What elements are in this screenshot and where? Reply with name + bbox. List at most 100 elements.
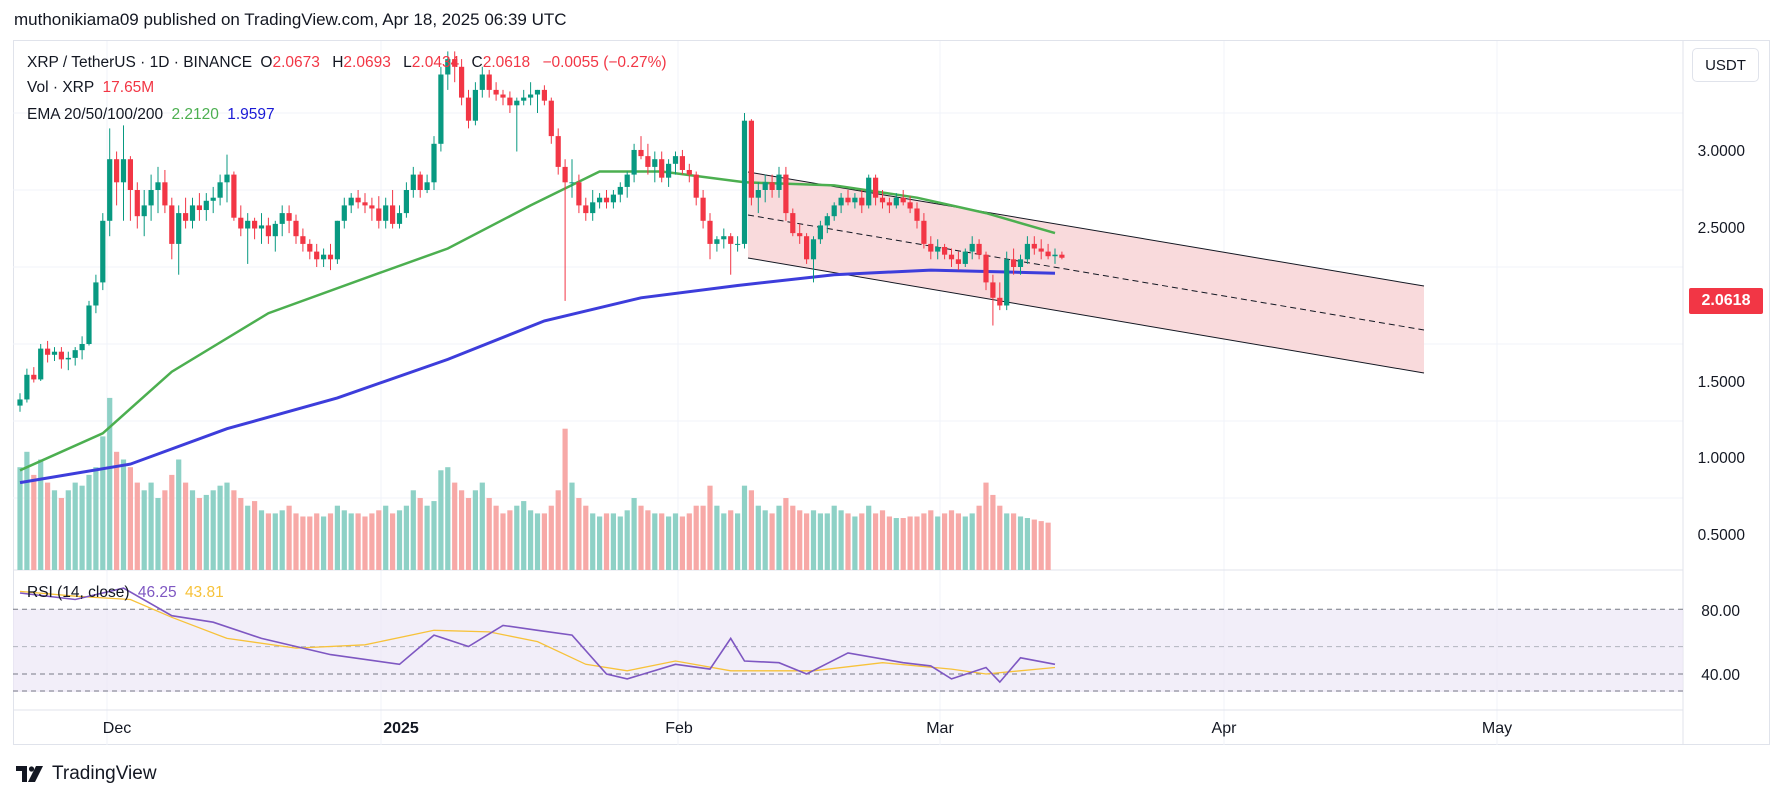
volume-bar xyxy=(141,490,147,570)
candle-body xyxy=(479,74,485,90)
volume-bar xyxy=(962,516,968,570)
volume-bar xyxy=(127,467,133,570)
volume-bar xyxy=(610,513,616,570)
candle-body xyxy=(534,89,541,95)
volume-bar xyxy=(272,513,278,570)
volume-bar xyxy=(314,513,320,570)
candle-body xyxy=(45,348,51,355)
volume-bar xyxy=(845,513,851,570)
volume-bar xyxy=(1011,513,1017,570)
volume-bar xyxy=(307,516,313,570)
volume-bar xyxy=(879,510,886,570)
volume-bar xyxy=(810,510,817,570)
legend-rsi-row: RSI (14, close) 46.25 43.81 xyxy=(27,584,228,602)
ema-label[interactable]: EMA 20/50/100/200 xyxy=(27,106,164,123)
candle-body xyxy=(776,174,782,190)
volume-bar xyxy=(410,490,416,570)
candle-body xyxy=(631,149,637,175)
candle-body xyxy=(486,74,492,90)
currency-button[interactable]: USDT xyxy=(1692,48,1759,82)
volume-bar xyxy=(555,490,561,570)
candle-body xyxy=(1038,248,1044,252)
candle-body xyxy=(955,259,961,264)
volume-bar xyxy=(107,397,113,570)
candle-body xyxy=(886,202,892,206)
rsi-background xyxy=(13,609,1683,692)
candle-body xyxy=(928,243,934,252)
volume-bar xyxy=(245,505,251,570)
volume-label[interactable]: Vol · XRP xyxy=(27,79,95,96)
candle-body xyxy=(51,351,58,355)
candle-body xyxy=(465,97,472,121)
candle-body xyxy=(935,246,941,252)
symbol-label[interactable]: XRP / TetherUS · 1D · BINANCE xyxy=(27,54,253,71)
candle-body xyxy=(804,236,810,260)
candle-body xyxy=(942,246,948,255)
candle-body xyxy=(555,136,561,167)
volume-bar xyxy=(666,516,672,570)
volume-bar xyxy=(797,510,803,570)
rsi-line xyxy=(19,587,1056,684)
volume-bar xyxy=(817,513,823,570)
candle-body xyxy=(183,213,189,221)
volume-bar xyxy=(721,513,727,570)
channel-lower-line xyxy=(747,257,1425,374)
candle-body xyxy=(693,174,699,198)
candle-body xyxy=(210,197,216,201)
candle-body xyxy=(769,182,775,190)
volume-bar xyxy=(672,513,679,570)
candle-body xyxy=(990,282,996,298)
price-tick-label: 0.5000 xyxy=(1698,527,1746,544)
candle-body xyxy=(162,182,168,206)
volume-bar xyxy=(597,516,603,570)
candle-body xyxy=(279,213,285,224)
candle-body xyxy=(445,59,451,75)
rsi-label[interactable]: RSI (14, close) xyxy=(27,584,130,601)
candle-body xyxy=(327,254,334,260)
volume-bar xyxy=(31,474,37,570)
candle-body xyxy=(624,174,630,187)
legend-symbol-row: XRP / TetherUS · 1D · BINANCE O2.0673 H2… xyxy=(27,54,667,71)
volume-bar xyxy=(72,482,78,570)
candle-body xyxy=(114,159,120,183)
candle-body xyxy=(141,205,147,217)
volume-bar xyxy=(886,516,892,570)
volume-bar xyxy=(893,518,899,570)
candle-body xyxy=(741,120,748,244)
tradingview-logo[interactable]: TradingView xyxy=(16,763,157,785)
candle-body xyxy=(79,344,85,351)
price-tick-label: 1.0000 xyxy=(1698,450,1746,467)
volume-bar xyxy=(265,513,271,570)
volume-bar xyxy=(479,482,485,570)
legend-ema-row: EMA 20/50/100/200 2.2120 1.9597 xyxy=(27,106,279,124)
candle-body xyxy=(610,194,616,203)
candle-body xyxy=(258,225,265,229)
volume-bar xyxy=(983,482,989,570)
volume-bar xyxy=(831,505,837,570)
candle-body xyxy=(417,174,423,190)
axes: 3.00002.50002.00001.50001.00000.500080.0… xyxy=(103,143,1746,737)
volume-bar xyxy=(873,513,879,570)
volume-bar xyxy=(369,513,375,570)
volume-bar xyxy=(403,505,409,570)
volume-bar xyxy=(942,513,948,570)
candles xyxy=(17,51,1065,412)
volume-bar xyxy=(769,513,775,570)
channel-mid-line xyxy=(747,214,1425,331)
candle-body xyxy=(962,251,968,264)
candle-body xyxy=(424,182,430,190)
volume-bar xyxy=(624,510,630,570)
last-price-label: 2.0618 xyxy=(1689,288,1763,314)
candle-body xyxy=(314,251,320,260)
candle-body xyxy=(1031,243,1037,249)
volume-bar xyxy=(176,459,182,570)
volume-bar xyxy=(714,505,720,570)
candle-body xyxy=(369,205,375,209)
candle-body xyxy=(93,282,99,306)
candle-body xyxy=(189,205,196,221)
candle-body xyxy=(714,239,720,244)
candle-body xyxy=(438,74,444,144)
candle-body xyxy=(348,197,354,206)
rsi-value: 46.25 xyxy=(137,584,177,601)
